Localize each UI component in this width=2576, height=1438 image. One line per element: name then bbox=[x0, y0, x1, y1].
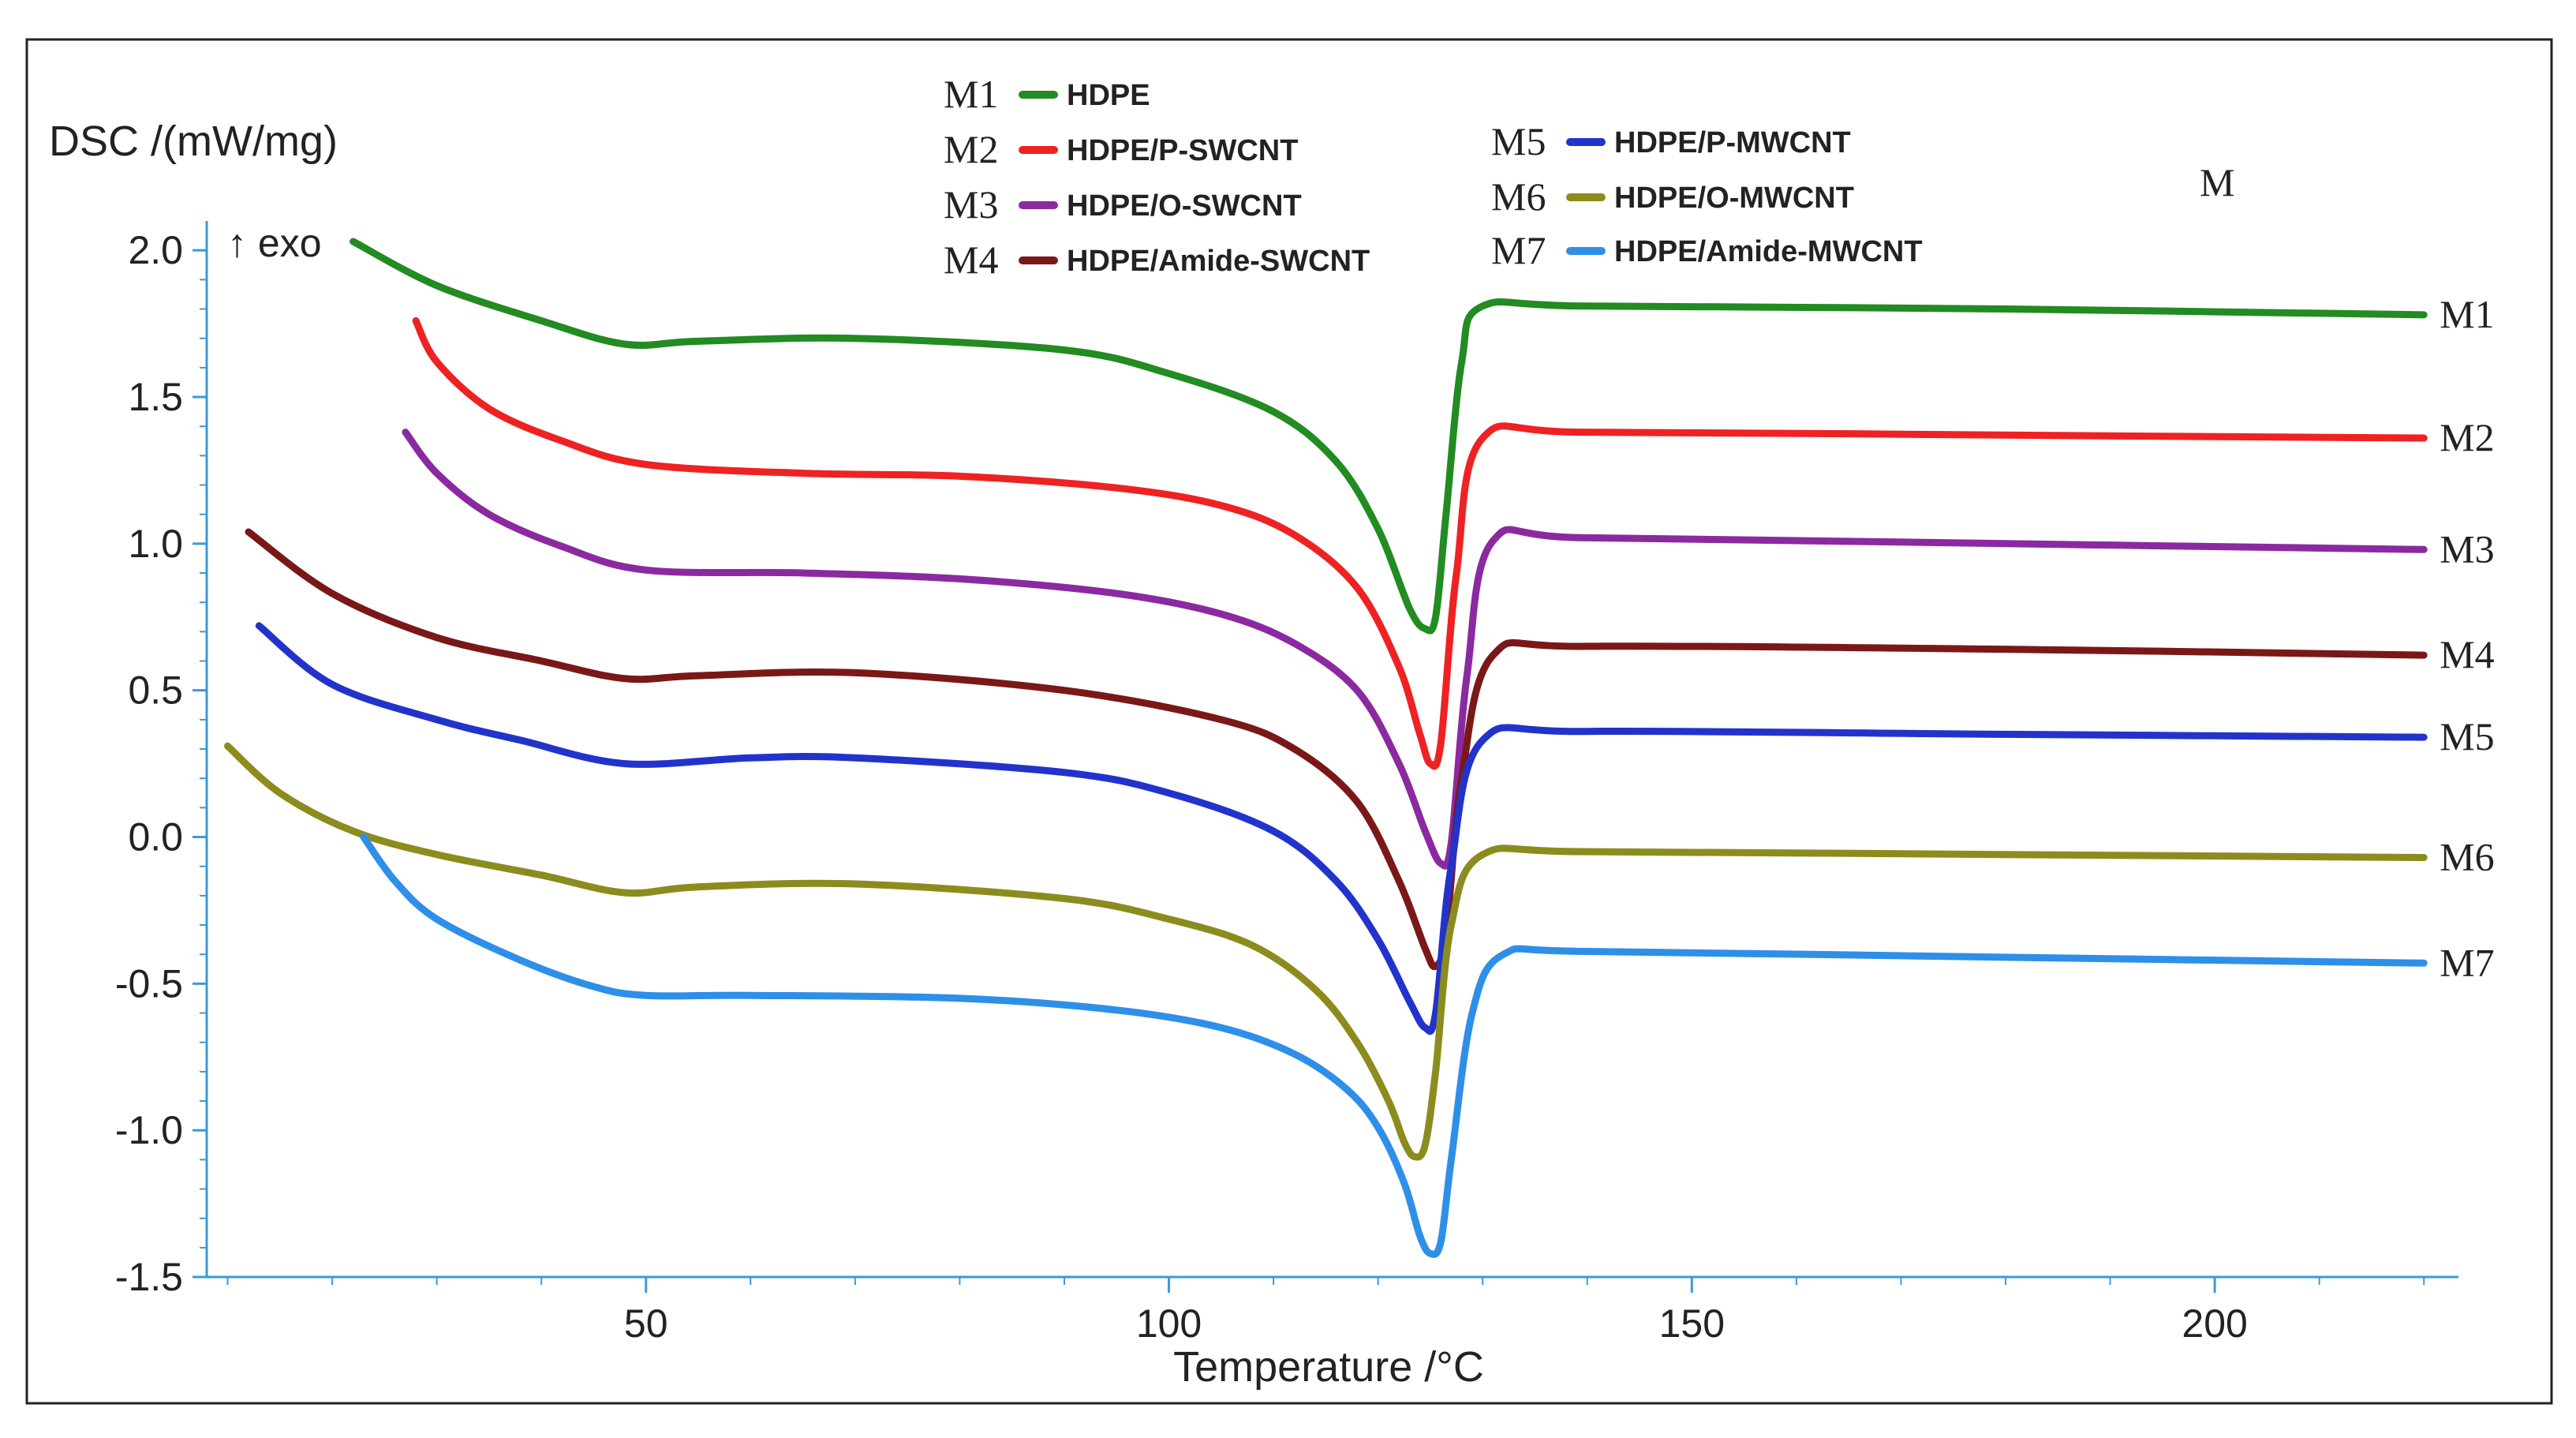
legend-label: HDPE/O-SWCNT bbox=[1067, 189, 1302, 223]
legend-code: M5 bbox=[1491, 119, 1546, 163]
legend-item-m4: M4 HDPE/Amide-SWCNT bbox=[944, 238, 1370, 282]
legend-item-m5: M5 HDPE/P-MWCNT bbox=[1491, 119, 1851, 163]
y-tick-label: 1.0 bbox=[128, 522, 183, 566]
y-tick-label: 2.0 bbox=[128, 228, 183, 272]
y-tick-label: -0.5 bbox=[115, 961, 183, 1005]
series-line-m3 bbox=[402, 429, 2428, 870]
exo-annotation: ↑ exo bbox=[227, 221, 322, 265]
end-label-m4: M4 bbox=[2440, 632, 2494, 676]
series-line-m2 bbox=[412, 316, 2428, 770]
legend-item-m6: M6 HDPE/O-MWCNT bbox=[1491, 174, 1854, 219]
legend-label: HDPE bbox=[1067, 79, 1150, 112]
series-line-m7 bbox=[360, 833, 2428, 1258]
series-layer bbox=[224, 238, 2428, 1258]
y-tick-label: 0.5 bbox=[128, 668, 183, 713]
legend-item-m2: M2 HDPE/P-SWCNT bbox=[944, 127, 1298, 171]
end-label-m1: M1 bbox=[2440, 292, 2494, 336]
x-tick-label: 200 bbox=[2182, 1301, 2247, 1346]
legend-label: HDPE/Amide-MWCNT bbox=[1614, 235, 1923, 268]
x-tick-label: 150 bbox=[1659, 1301, 1725, 1346]
series-line-m1 bbox=[350, 238, 2428, 635]
legend-label: HDPE/Amide-SWCNT bbox=[1067, 245, 1370, 278]
legend-code: M1 bbox=[944, 72, 998, 116]
y-tick-label: -1.0 bbox=[115, 1108, 183, 1152]
end-label-m7: M7 bbox=[2440, 940, 2494, 984]
legend-label: HDPE/P-SWCNT bbox=[1067, 134, 1298, 167]
panel-label: M bbox=[2200, 160, 2234, 204]
legend-item-m3: M3 HDPE/O-SWCNT bbox=[944, 182, 1302, 227]
legend-code: M3 bbox=[944, 182, 998, 227]
series-line-m6 bbox=[224, 742, 2428, 1161]
end-label-m3: M3 bbox=[2440, 526, 2494, 571]
y-tick-label: 0.0 bbox=[128, 815, 183, 859]
y-tick-label: -1.5 bbox=[115, 1255, 183, 1299]
x-tick-label: 100 bbox=[1136, 1301, 1202, 1346]
legend-item-m1: M1 HDPE bbox=[944, 72, 1150, 116]
legend-label: HDPE/P-MWCNT bbox=[1614, 126, 1851, 159]
y-tick-label: 1.5 bbox=[128, 375, 183, 419]
y-axis-title: DSC /(mW/mg) bbox=[49, 118, 338, 165]
legend-code: M7 bbox=[1491, 228, 1546, 272]
legend-label: HDPE/O-MWCNT bbox=[1614, 182, 1854, 215]
end-label-m6: M6 bbox=[2440, 835, 2494, 879]
x-tick-label: 50 bbox=[624, 1301, 668, 1346]
end-labels: M1 M2 M3 M4 M5 M6 M7 bbox=[2440, 292, 2494, 984]
legend-code: M2 bbox=[944, 127, 998, 171]
series-line-m5 bbox=[255, 622, 2428, 1035]
axes: 2.0 1.5 1.0 0.5 0.0 -0.5 -1.0 -1.5 50 100 150 200 bbox=[115, 221, 2458, 1346]
legend-code: M4 bbox=[944, 238, 998, 282]
end-label-m5: M5 bbox=[2440, 714, 2494, 758]
end-label-m2: M2 bbox=[2440, 415, 2494, 459]
series-line-m4 bbox=[245, 528, 2428, 971]
x-axis-title: Temperature /°C bbox=[1173, 1343, 1484, 1391]
legend: M1 HDPE M2 HDPE/P-SWCNT M3 HDPE/O-SWCNT M4 HDPE… bbox=[944, 72, 1923, 282]
legend-item-m7: M7 HDPE/Amide-MWCNT bbox=[1491, 228, 1923, 272]
legend-code: M6 bbox=[1491, 174, 1546, 219]
